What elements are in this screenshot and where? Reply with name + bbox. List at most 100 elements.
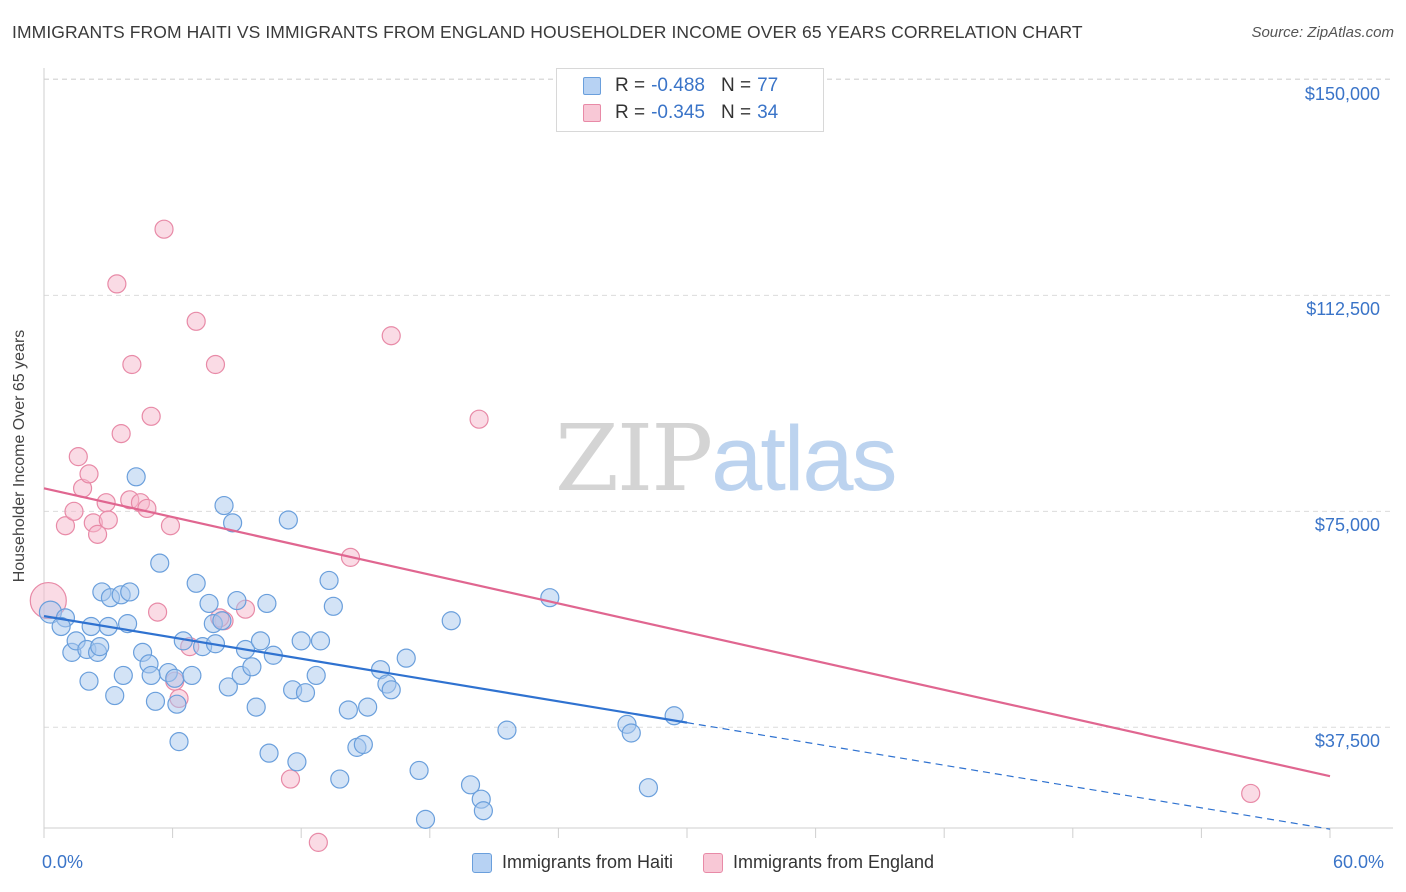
england-point	[122, 354, 142, 375]
england-point	[186, 311, 206, 331]
haiti-point	[396, 648, 416, 668]
england-point	[154, 219, 174, 239]
haiti-point	[319, 570, 339, 591]
england-point	[1241, 783, 1261, 804]
haiti-trend-extension	[686, 722, 1331, 830]
legend-swatch-haiti	[583, 77, 601, 95]
haiti-point	[259, 743, 279, 763]
series-legend-haiti[interactable]: Immigrants from Haiti	[471, 852, 673, 873]
haiti-point	[51, 616, 71, 637]
haiti-point	[223, 513, 243, 533]
haiti-point	[169, 732, 189, 752]
haiti-point	[182, 665, 202, 686]
legend-n-haiti: 77	[757, 75, 779, 96]
y-tick-label-3: $150,000	[1304, 83, 1380, 104]
legend-r-label: R =	[615, 102, 646, 123]
haiti-points	[38, 467, 684, 829]
haiti-point	[199, 593, 219, 614]
x-tick-label-min: 0.0%	[42, 852, 84, 872]
england-point	[111, 424, 131, 444]
england-point	[381, 326, 401, 346]
england-trend-line	[43, 487, 1331, 778]
legend-row-haiti: R = -0.488 N = 77	[583, 73, 778, 99]
england-point	[280, 769, 301, 789]
haiti-point	[323, 596, 343, 616]
source-label: Source: ZipAtlas.com	[1251, 24, 1394, 41]
haiti-point	[353, 734, 373, 755]
series-swatch-england	[702, 852, 723, 873]
watermark-atlas: atlas	[711, 408, 897, 510]
england-point	[141, 406, 161, 426]
haiti-point	[441, 611, 461, 631]
england-point	[107, 274, 127, 294]
haiti-point	[79, 671, 99, 691]
axes	[43, 68, 1393, 838]
grid-lines	[44, 78, 1393, 728]
series-legend-england[interactable]: Immigrants from England	[702, 852, 935, 873]
y-tick-label-0: $37,500	[1314, 731, 1380, 752]
haiti-point	[126, 467, 146, 487]
haiti-point	[473, 801, 493, 821]
haiti-point	[497, 720, 517, 740]
haiti-point	[330, 769, 350, 789]
haiti-point	[105, 685, 125, 706]
y-tick-label-1: $75,000	[1314, 515, 1380, 536]
haiti-point	[145, 691, 166, 711]
england-points	[29, 219, 1261, 852]
series-label-england: Immigrants from England	[732, 852, 935, 872]
haiti-point	[638, 778, 659, 798]
haiti-point	[212, 611, 232, 631]
trend-lines	[43, 487, 1331, 830]
england-point	[64, 501, 84, 521]
series-label-haiti: Immigrants from Haiti	[501, 852, 673, 872]
haiti-point	[218, 677, 238, 697]
haiti-point	[415, 809, 436, 829]
haiti-point	[113, 665, 133, 686]
chart-title: IMMIGRANTS FROM HAITI VS IMMIGRANTS FROM…	[12, 22, 1083, 42]
legend-r-label: R =	[615, 75, 646, 96]
legend-n-england: 34	[757, 102, 779, 123]
haiti-point	[257, 593, 277, 614]
england-point	[160, 516, 181, 536]
series-swatch-haiti	[471, 852, 492, 873]
haiti-point	[338, 700, 358, 720]
legend-swatch-england	[583, 104, 601, 122]
legend-r-haiti: -0.488	[651, 75, 705, 96]
england-point	[79, 464, 99, 484]
haiti-point	[242, 657, 262, 677]
legend-n-label: N =	[720, 75, 752, 96]
england-point	[68, 447, 88, 467]
haiti-point	[278, 510, 298, 530]
haiti-point	[381, 680, 401, 700]
legend-r-england: -0.345	[651, 102, 705, 123]
haiti-point	[287, 752, 307, 772]
series-legend: Immigrants from Haiti Immigrants from En…	[0, 852, 1406, 873]
y-tick-label-2: $112,500	[1306, 299, 1380, 320]
watermark-zip: ZIP	[555, 405, 713, 512]
england-point	[308, 832, 328, 852]
haiti-point	[141, 665, 161, 686]
legend-row-england: R = -0.345 N = 34	[583, 100, 778, 126]
haiti-point	[81, 616, 101, 637]
haiti-point	[295, 683, 316, 703]
haiti-point	[167, 694, 187, 714]
haiti-point	[310, 631, 331, 651]
haiti-point	[358, 697, 378, 717]
england-point	[205, 354, 226, 375]
england-point	[137, 498, 157, 519]
y-axis-label: Householder Income Over 65 years	[11, 329, 28, 583]
haiti-point	[409, 760, 429, 781]
haiti-point	[291, 631, 311, 651]
haiti-point	[250, 631, 271, 651]
england-point	[87, 524, 108, 544]
legend-n-label: N =	[720, 102, 752, 123]
haiti-point	[214, 495, 234, 516]
correlation-legend: R = -0.488 N = 77 R = -0.345 N = 34	[556, 68, 824, 132]
england-point	[147, 602, 168, 622]
england-point	[55, 516, 76, 536]
england-point	[98, 510, 118, 530]
haiti-point	[621, 723, 641, 743]
x-tick-label-max: 60.0%	[1333, 852, 1385, 872]
haiti-point	[117, 614, 138, 634]
